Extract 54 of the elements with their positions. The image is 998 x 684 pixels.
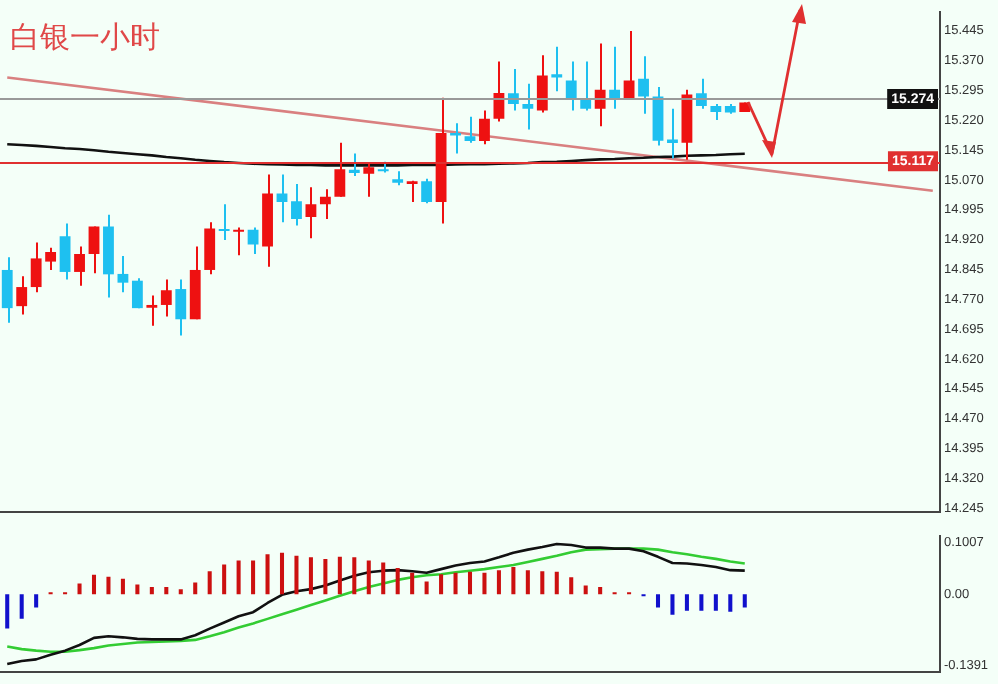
candlestick (146, 294, 158, 327)
bar (554, 571, 559, 595)
chart-title: 白银一小时 (10, 21, 160, 56)
candlestick (363, 162, 375, 198)
bar (294, 555, 299, 595)
bar (164, 587, 169, 595)
bar (106, 576, 111, 595)
bar (77, 583, 82, 595)
bar (699, 594, 704, 611)
candlestick (667, 107, 678, 160)
bar (120, 578, 125, 595)
bar (467, 571, 473, 595)
bar (728, 594, 733, 612)
bar (496, 570, 501, 595)
bar (569, 577, 574, 595)
bar (670, 594, 675, 615)
candlestick (406, 179, 418, 203)
candlestick (392, 170, 404, 187)
bar (308, 557, 313, 595)
bar (251, 560, 256, 595)
bar (265, 554, 270, 595)
bar (207, 571, 212, 595)
bar (178, 589, 183, 595)
bar (352, 557, 357, 595)
bar (381, 562, 386, 595)
bar (5, 594, 10, 629)
bar (540, 571, 545, 595)
bar (135, 584, 140, 595)
bar (583, 585, 588, 595)
bar (482, 572, 487, 595)
bar (453, 572, 458, 595)
bar (236, 560, 241, 595)
bar (598, 587, 603, 595)
bar (34, 594, 39, 608)
bar (337, 556, 342, 595)
candlestick (450, 122, 461, 155)
bar (222, 564, 227, 595)
bar (511, 567, 516, 595)
bar (742, 594, 747, 608)
bar (279, 552, 285, 595)
bar (395, 568, 400, 595)
bar (149, 587, 154, 595)
bar (713, 594, 718, 611)
bar (684, 594, 689, 611)
bar (323, 558, 328, 595)
bar (193, 582, 198, 595)
bar (439, 574, 444, 595)
bar (366, 560, 371, 595)
bar (19, 594, 24, 619)
bar (525, 570, 530, 595)
bar (91, 574, 97, 595)
bar (410, 572, 415, 595)
bar (655, 594, 661, 608)
bar (424, 581, 429, 595)
